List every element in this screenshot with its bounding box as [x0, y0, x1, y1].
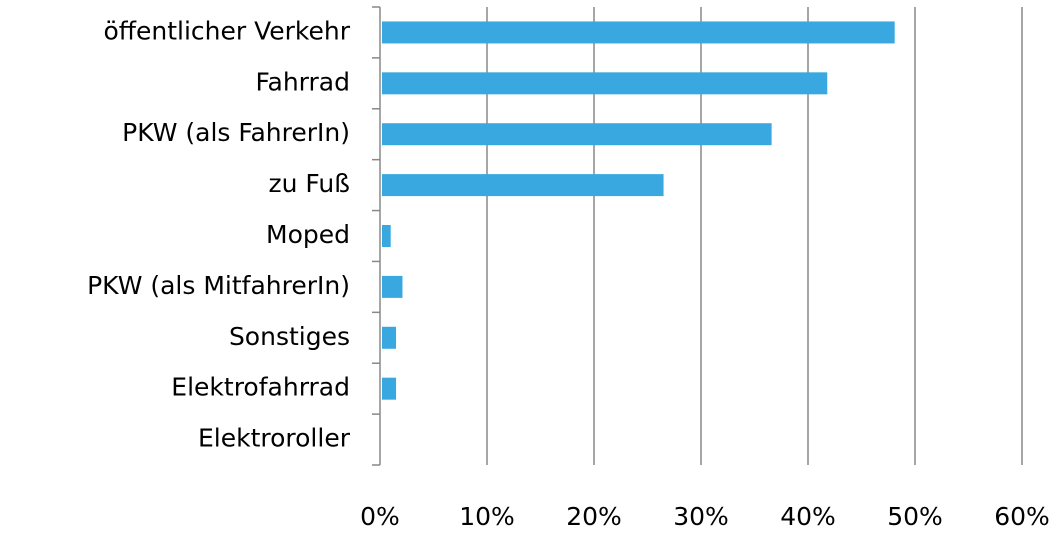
x-tick-label: 30%	[673, 502, 729, 531]
bar	[382, 326, 397, 349]
y-tick-label: zu Fuß	[268, 169, 350, 198]
y-tick-label: Sonstiges	[229, 322, 350, 351]
y-tick-label: Moped	[266, 220, 350, 249]
bar	[382, 123, 772, 146]
y-tick-label: Elektrofahrrad	[171, 373, 350, 402]
bar	[382, 225, 391, 247]
bar	[382, 275, 403, 298]
y-tick-label: Fahrrad	[255, 67, 350, 96]
y-tick-label: Elektroroller	[198, 424, 351, 453]
bar	[382, 72, 828, 95]
x-tick-label: 10%	[459, 502, 515, 531]
y-tick-label: PKW (als MitfahrerIn)	[87, 271, 350, 300]
bar	[382, 377, 397, 400]
y-tick-label: PKW (als FahrerIn)	[122, 118, 350, 147]
x-tick-label: 50%	[887, 502, 943, 531]
bar	[382, 174, 664, 197]
x-tick-label: 60%	[994, 502, 1050, 531]
x-tick-label: 0%	[360, 502, 400, 531]
x-tick-label: 40%	[780, 502, 836, 531]
y-tick-label: öffentlicher Verkehr	[103, 16, 350, 45]
x-tick-label: 20%	[566, 502, 622, 531]
bar	[382, 21, 895, 44]
